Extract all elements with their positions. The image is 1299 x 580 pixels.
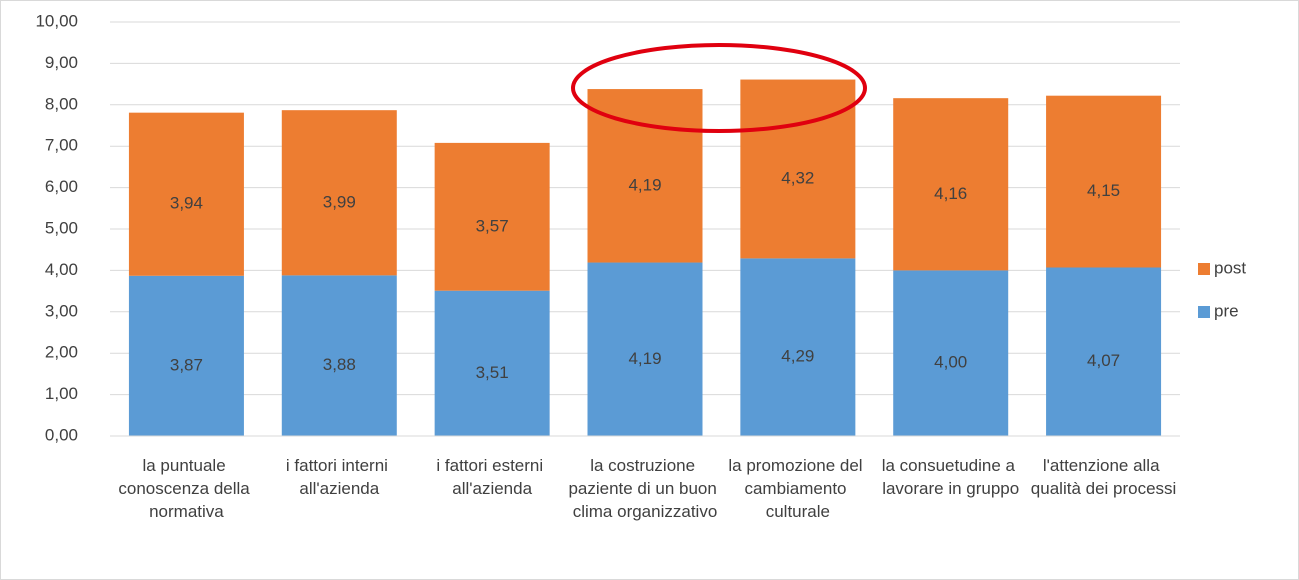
bar-segment bbox=[893, 270, 1009, 436]
bar-segment bbox=[587, 89, 703, 263]
value-label: 4,00 bbox=[934, 353, 967, 372]
value-label: 4,19 bbox=[628, 349, 661, 368]
value-label: 4,19 bbox=[628, 175, 661, 194]
label-line: la puntuale bbox=[142, 456, 230, 475]
label-line: clima organizzativo bbox=[573, 502, 718, 521]
value-label: 4,07 bbox=[1087, 351, 1120, 370]
y-tick-label: 5,00 bbox=[45, 218, 78, 237]
y-tick-label: 1,00 bbox=[45, 384, 78, 403]
bar-segment bbox=[893, 98, 1009, 271]
label-line: all'azienda bbox=[299, 479, 379, 498]
label-line: cambiamento bbox=[744, 479, 851, 498]
y-tick-label: 6,00 bbox=[45, 177, 78, 196]
bar-segment bbox=[740, 258, 856, 436]
label-line: normativa bbox=[149, 502, 224, 521]
value-label: 4,32 bbox=[781, 168, 814, 187]
bar-segment bbox=[1046, 267, 1162, 436]
y-tick-label: 10,00 bbox=[35, 11, 78, 30]
label-line: all'azienda bbox=[452, 479, 532, 498]
x-tick-label: la costruzione paziente di un buon clima… bbox=[568, 456, 721, 521]
label-line: la promozione del bbox=[728, 456, 867, 475]
x-tick-label: i fattori esterni all'azienda bbox=[436, 456, 548, 498]
bar-segment bbox=[740, 79, 856, 259]
label-line: culturale bbox=[766, 502, 830, 521]
x-tick-label: l'attenzione alla qualità dei processi bbox=[1031, 456, 1177, 498]
value-label: 3,88 bbox=[323, 355, 356, 374]
y-tick-label: 8,00 bbox=[45, 94, 78, 113]
label-line: l'attenzione alla bbox=[1043, 456, 1164, 475]
x-tick-label: la puntuale conoscenza della normativa bbox=[118, 456, 254, 521]
x-tick-label: i fattori interni all'azienda bbox=[286, 456, 393, 498]
y-tick-label: 2,00 bbox=[45, 343, 78, 362]
value-label: 3,57 bbox=[476, 216, 509, 235]
legend-swatch bbox=[1198, 263, 1210, 275]
label-line: conoscenza della bbox=[118, 479, 254, 498]
bar-segment bbox=[281, 110, 397, 276]
highlight-ellipse bbox=[571, 43, 867, 133]
bar-segment bbox=[128, 275, 244, 436]
y-tick-label: 3,00 bbox=[45, 301, 78, 320]
label-line: i fattori interni bbox=[286, 456, 393, 475]
value-label: 4,16 bbox=[934, 184, 967, 203]
bar-segment bbox=[1046, 95, 1162, 268]
y-tick-label: 0,00 bbox=[45, 425, 78, 444]
label-line: i fattori esterni bbox=[436, 456, 548, 475]
value-label: 4,29 bbox=[781, 347, 814, 366]
bars bbox=[128, 79, 1162, 436]
label-line: la consuetudine a bbox=[882, 456, 1020, 475]
value-label: 3,87 bbox=[170, 355, 203, 374]
bar-segment bbox=[281, 275, 397, 436]
bar-segment bbox=[434, 290, 550, 436]
y-tick-label: 7,00 bbox=[45, 136, 78, 155]
y-tick-label: 9,00 bbox=[45, 53, 78, 72]
legend-swatch bbox=[1198, 306, 1210, 318]
value-label: 4,15 bbox=[1087, 181, 1120, 200]
value-label: 3,51 bbox=[476, 363, 509, 382]
label-line: qualità dei processi bbox=[1031, 479, 1177, 498]
bar-segment bbox=[128, 112, 244, 276]
x-tick-label: la consuetudine a lavorare in gruppo bbox=[882, 456, 1020, 498]
legend-label: post bbox=[1214, 258, 1246, 277]
label-line: la costruzione bbox=[590, 456, 700, 475]
bar-segment bbox=[434, 142, 550, 291]
value-label: 3,99 bbox=[323, 192, 356, 211]
y-tick-label: 4,00 bbox=[45, 260, 78, 279]
label-line: paziente di un buon bbox=[568, 479, 721, 498]
label-line: lavorare in gruppo bbox=[882, 479, 1019, 498]
value-label: 3,94 bbox=[170, 194, 203, 213]
legend-label: pre bbox=[1214, 301, 1239, 320]
x-tick-label: la promozione del cambiamento culturale bbox=[728, 456, 867, 521]
bar-segment bbox=[587, 262, 703, 436]
